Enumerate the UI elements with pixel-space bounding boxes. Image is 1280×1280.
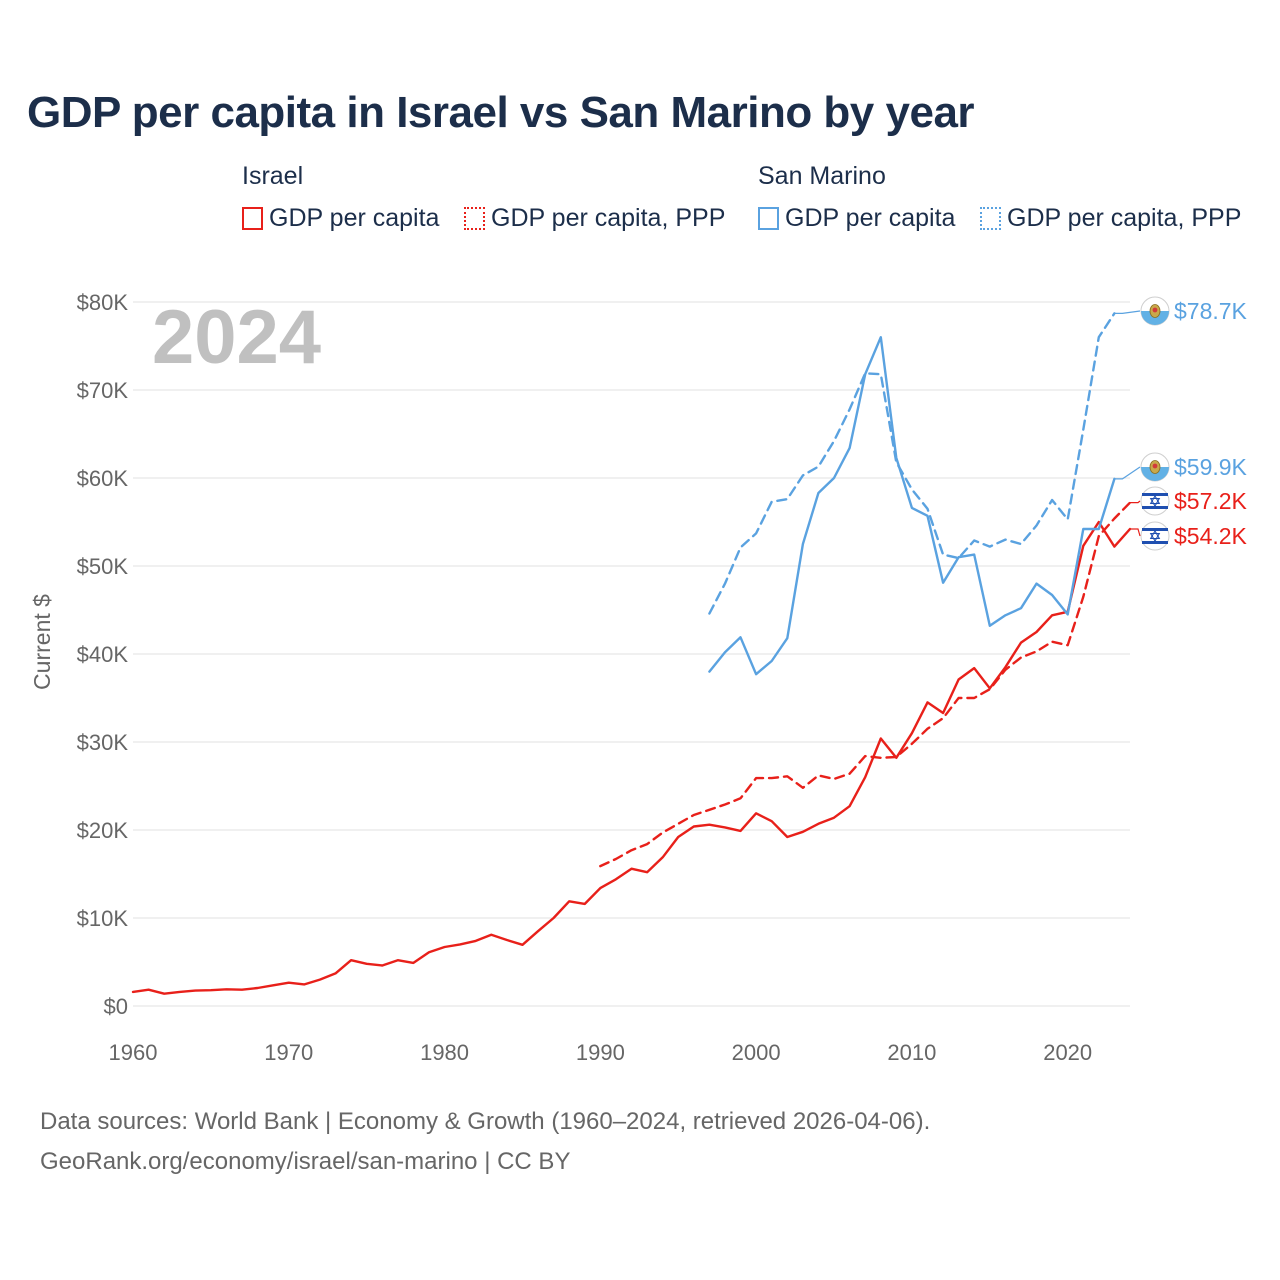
end-label-leader	[1114, 310, 1141, 314]
coat-of-arms-crown	[1152, 307, 1158, 313]
end-value-label: $54.2K	[1174, 523, 1248, 549]
legend-label: GDP per capita, PPP	[1007, 204, 1242, 232]
y-tick-label: $20K	[77, 818, 129, 843]
flag-stripe	[1142, 528, 1168, 531]
end-label-leader	[1114, 466, 1141, 480]
san-marino-flag-icon	[1140, 296, 1170, 326]
x-tick-label: 2010	[887, 1040, 936, 1065]
flag-stripe	[1142, 506, 1168, 509]
end-label-leader	[1130, 528, 1141, 537]
y-tick-label: $40K	[77, 642, 129, 667]
legend-label: GDP per capita	[785, 204, 956, 232]
end-label-leader	[1130, 500, 1141, 504]
san-marino-flag-icon	[1140, 452, 1170, 482]
legend-israel-gdp-ppp[interactable]: GDP per capita, PPP	[464, 204, 725, 233]
star-of-david-part	[1149, 529, 1161, 540]
israel-flag-icon	[1140, 521, 1170, 551]
legend-group-san-marino: San Marino	[758, 162, 886, 190]
series-line-dashed	[708, 312, 1116, 615]
y-tick-label: $70K	[77, 378, 129, 403]
chart-title: GDP per capita in Israel vs San Marino b…	[27, 88, 975, 137]
y-tick-label: $50K	[77, 554, 129, 579]
legend-swatch-solid-blue	[758, 207, 779, 230]
legend-swatch-solid-red	[242, 207, 263, 230]
x-tick-label: 1970	[264, 1040, 313, 1065]
flag-badge	[1140, 521, 1170, 551]
star-of-david-part	[1149, 494, 1161, 505]
end-value-label: $78.7K	[1174, 298, 1248, 324]
x-tick-label: 1980	[420, 1040, 469, 1065]
x-tick-label: 1960	[109, 1040, 158, 1065]
legend-swatch-dotted-red	[464, 207, 485, 230]
coat-of-arms-crown	[1152, 463, 1158, 469]
x-tick-label: 2000	[732, 1040, 781, 1065]
flag-stripe	[1142, 493, 1168, 496]
star-of-david-part	[1149, 497, 1161, 508]
x-tick-label: 1990	[576, 1040, 625, 1065]
legend-label: GDP per capita, PPP	[491, 204, 726, 232]
flag-lower-half	[1141, 311, 1169, 325]
flag-badge	[1140, 486, 1170, 516]
flag-stripe	[1142, 541, 1168, 544]
end-value-label: $59.9K	[1174, 454, 1248, 480]
y-tick-label: $10K	[77, 906, 129, 931]
y-tick-label: $80K	[77, 290, 129, 315]
legend-san-marino-gdp[interactable]: GDP per capita	[758, 204, 955, 233]
legend-swatch-dotted-blue	[980, 207, 1001, 230]
x-tick-label: 2020	[1043, 1040, 1092, 1065]
data-sources-note: Data sources: World Bank | Economy & Gro…	[40, 1108, 931, 1135]
series-line	[708, 336, 1116, 676]
legend-israel-gdp[interactable]: GDP per capita	[242, 204, 439, 233]
y-axis-label: Current $	[29, 594, 55, 690]
series-line-dashed	[599, 501, 1132, 868]
y-tick-label: $0	[104, 994, 128, 1019]
legend-san-marino-gdp-ppp[interactable]: GDP per capita, PPP	[980, 204, 1241, 233]
legend-label: GDP per capita	[269, 204, 440, 232]
attribution-note: GeoRank.org/economy/israel/san-marino | …	[40, 1148, 571, 1175]
y-tick-label: $60K	[77, 466, 129, 491]
year-label: 2024	[152, 295, 321, 380]
series-line	[131, 520, 1132, 995]
end-value-label: $57.2K	[1174, 488, 1248, 514]
israel-flag-icon	[1140, 486, 1170, 516]
flag-lower-half	[1141, 467, 1169, 481]
star-of-david-part	[1149, 532, 1161, 543]
legend-group-israel: Israel	[242, 162, 304, 190]
y-tick-label: $30K	[77, 730, 129, 755]
